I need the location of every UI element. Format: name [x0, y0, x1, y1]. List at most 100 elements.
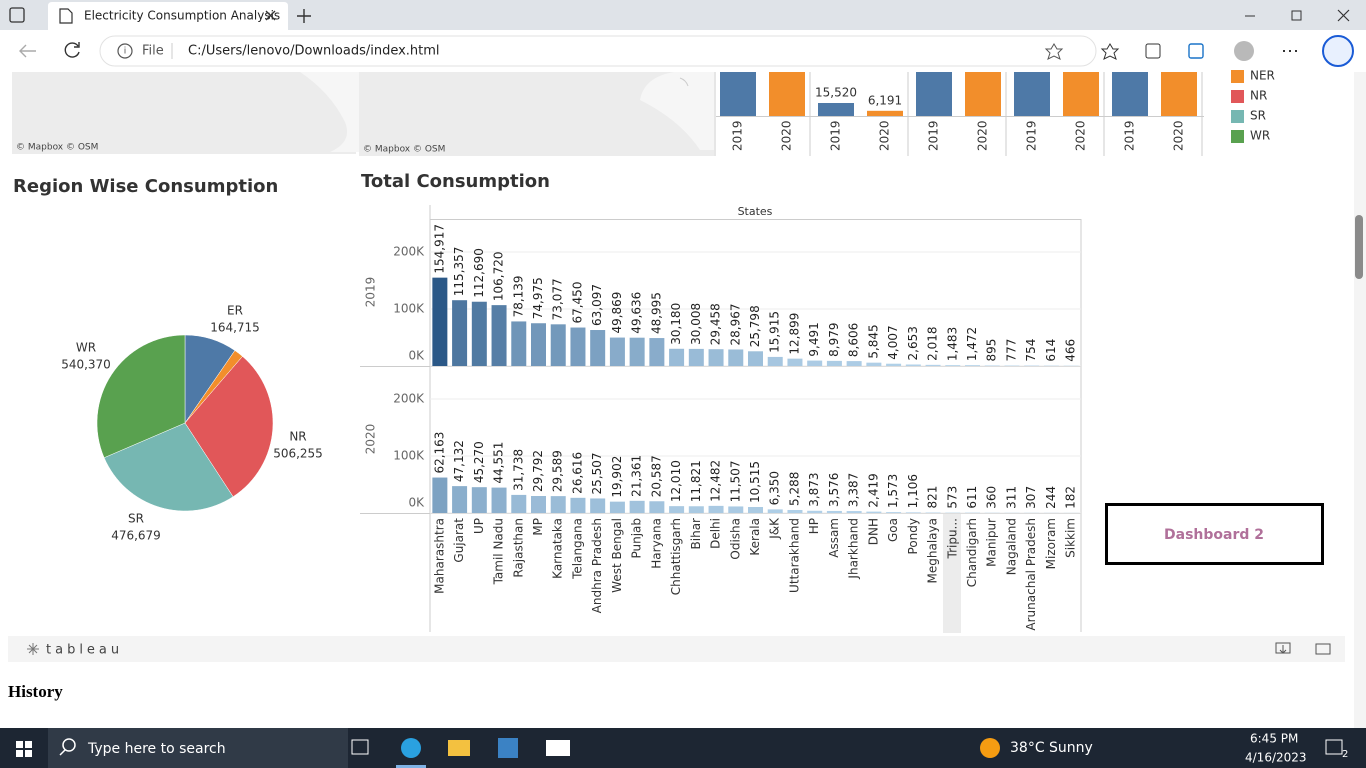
search-box[interactable] — [48, 728, 348, 768]
tableau-logo[interactable]: tableau — [46, 643, 123, 658]
bar — [629, 337, 645, 366]
active-indicator — [396, 765, 426, 768]
clipped-bar — [720, 72, 756, 116]
start-button[interactable] — [16, 741, 32, 757]
slice-value: 506,255 — [273, 447, 323, 461]
data-label: 20,587 — [649, 455, 663, 497]
data-label: 49,869 — [610, 292, 624, 334]
profile[interactable] — [1234, 41, 1254, 61]
favorites[interactable] — [1100, 43, 1120, 60]
tab-title: Electricity Consumption Analysis — [84, 9, 280, 23]
scrollbar — [1354, 72, 1366, 728]
tab-close[interactable] — [265, 10, 276, 21]
explorer-icon[interactable] — [448, 740, 470, 756]
bar — [432, 477, 448, 513]
notification-icon[interactable] — [1325, 739, 1343, 755]
bar — [649, 338, 665, 366]
data-label: 26,616 — [570, 452, 584, 494]
bar — [511, 321, 527, 366]
x-tick-label: Tamil Nadu — [492, 518, 506, 585]
bar — [965, 365, 980, 366]
data-label: 74,975 — [531, 277, 545, 319]
bar — [866, 362, 882, 366]
favorite-star[interactable] — [1044, 43, 1064, 60]
new-tab[interactable] — [297, 9, 311, 23]
dashboard-button[interactable] — [1105, 503, 1324, 565]
mail-icon[interactable] — [546, 740, 570, 756]
address-bar[interactable] — [99, 35, 1097, 67]
maximize[interactable] — [1291, 10, 1302, 21]
row-label: 2020 — [364, 424, 378, 455]
refresh-button[interactable] — [64, 42, 80, 58]
url-scheme: File — [142, 44, 164, 59]
bar — [905, 512, 921, 513]
data-label: 12,482 — [709, 460, 723, 502]
collections[interactable] — [1145, 43, 1161, 59]
task-view[interactable] — [351, 739, 369, 755]
data-label: 49,636 — [630, 292, 644, 334]
data-label: 5,288 — [787, 472, 801, 506]
bar — [550, 496, 566, 513]
x-tick-label: Arunachal Pradesh — [1024, 518, 1038, 631]
bar — [491, 487, 507, 513]
bar — [708, 505, 724, 513]
slice-label: WR — [76, 341, 96, 355]
download-button[interactable] — [1275, 642, 1291, 654]
bar — [945, 365, 961, 366]
info-icon[interactable] — [117, 43, 133, 59]
back-button[interactable] — [19, 44, 36, 58]
x-tick-label: Bihar — [689, 518, 703, 550]
bar — [886, 512, 902, 513]
bing-button[interactable] — [1322, 35, 1354, 67]
close-window[interactable] — [1337, 9, 1350, 22]
bar — [452, 300, 468, 366]
search-placeholder[interactable]: Type here to search — [87, 741, 226, 757]
weather[interactable]: 38°C Sunny — [1010, 740, 1093, 756]
bar — [826, 510, 842, 513]
data-label: 63,097 — [590, 284, 604, 326]
bar — [866, 511, 882, 513]
store-icon[interactable] — [498, 738, 518, 758]
info-glyph: i — [124, 47, 127, 57]
x-tick-label: Manipur — [985, 518, 999, 567]
tab-actions-icon[interactable] — [9, 7, 25, 23]
x-tick-label: 2019 — [1025, 120, 1039, 151]
y-tick-label: 200K — [393, 391, 425, 405]
x-tick-label: HP — [807, 518, 821, 534]
clock-date[interactable]: 4/16/2023 — [1245, 751, 1307, 765]
data-label: 573 — [945, 486, 959, 509]
data-label: 30,180 — [669, 303, 683, 345]
map-credit: © Mapbox © OSM — [16, 143, 98, 153]
clipped-bar — [965, 72, 1001, 116]
x-tick-label: 2020 — [878, 120, 892, 151]
fullscreen-button[interactable] — [1315, 643, 1331, 655]
bar — [728, 349, 744, 366]
data-label: 466 — [1064, 339, 1078, 362]
map-credit: © Mapbox © OSM — [363, 145, 445, 155]
x-tick-label: Chandigarh — [965, 518, 979, 587]
map-coast — [679, 77, 689, 87]
slice-label: ER — [227, 304, 243, 318]
bar — [748, 507, 763, 513]
scrollbar-thumb[interactable] — [1355, 215, 1363, 279]
data-label: 48,995 — [649, 292, 663, 334]
legend-label: SR — [1250, 109, 1266, 123]
y-tick-label: 100K — [393, 448, 425, 462]
y-tick-label: 200K — [393, 244, 425, 258]
extensions[interactable] — [1188, 43, 1204, 59]
active-tab[interactable] — [48, 2, 288, 30]
bar — [669, 348, 685, 366]
data-label: 67,450 — [570, 282, 584, 324]
data-label: 611 — [965, 486, 979, 509]
clock-time[interactable]: 6:45 PM — [1250, 732, 1298, 746]
slice-value: 476,679 — [111, 529, 161, 543]
bar — [649, 501, 665, 513]
data-label: 2,419 — [866, 473, 880, 507]
bar — [511, 494, 527, 513]
x-tick-label: Gujarat — [452, 518, 466, 563]
x-tick-label: DNH — [866, 518, 880, 545]
data-label: 1,472 — [965, 327, 979, 361]
legend-swatch — [1231, 90, 1244, 103]
edge-icon[interactable] — [401, 738, 421, 758]
dashboard-button-label[interactable]: Dashboard 2 — [1164, 527, 1264, 543]
